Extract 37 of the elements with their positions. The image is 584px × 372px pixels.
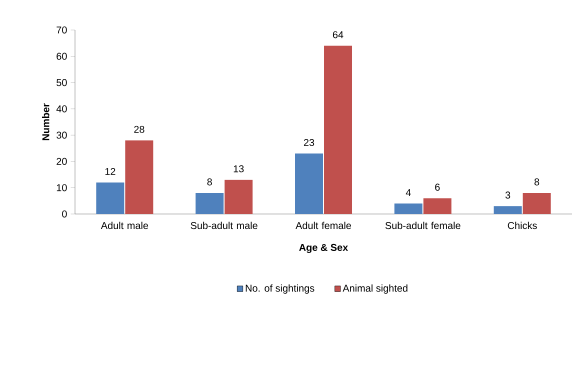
y-tick-label: 60 <box>56 52 67 60</box>
data-label: 6 <box>435 184 440 191</box>
y-tick-label: 50 <box>56 79 67 86</box>
y-tick-label: 0 <box>62 210 67 218</box>
legend-label: Animal sighted <box>342 284 408 294</box>
bar <box>196 192 224 214</box>
data-label: 64 <box>332 31 344 38</box>
y-tick-label: 40 <box>56 105 67 112</box>
data-label: 8 <box>534 178 540 186</box>
bar <box>224 180 253 214</box>
bar <box>394 203 422 214</box>
y-tick-label: 30 <box>56 132 67 139</box>
bar <box>522 192 551 214</box>
data-label: 12 <box>105 168 116 175</box>
data-label: 4 <box>406 189 411 196</box>
x-tick-label: Adult male <box>100 222 148 230</box>
x-tick-label: Adult female <box>296 222 352 230</box>
x-tick-label: Sub-adult male <box>190 222 258 230</box>
y-tick-label: 70 <box>56 26 67 34</box>
data-label: 23 <box>304 138 314 146</box>
y-tick-label: 20 <box>56 158 67 165</box>
x-tick-label: Chicks <box>508 222 537 230</box>
bar <box>423 198 452 214</box>
bar <box>96 182 124 214</box>
x-axis-title: Age & Sex <box>299 244 348 253</box>
data-label: 8 <box>207 178 212 186</box>
bar <box>494 206 522 214</box>
bar <box>295 154 324 214</box>
data-label: 3 <box>505 192 510 199</box>
bar <box>125 140 154 214</box>
bar <box>324 46 352 214</box>
data-label: 13 <box>234 165 244 172</box>
legend-label: No. of sightings <box>246 284 314 294</box>
y-tick-label: 10 <box>56 184 67 192</box>
data-label: 28 <box>134 126 144 133</box>
y-axis-title: Number <box>42 103 50 140</box>
x-tick-label: Sub-adult female <box>385 222 460 230</box>
